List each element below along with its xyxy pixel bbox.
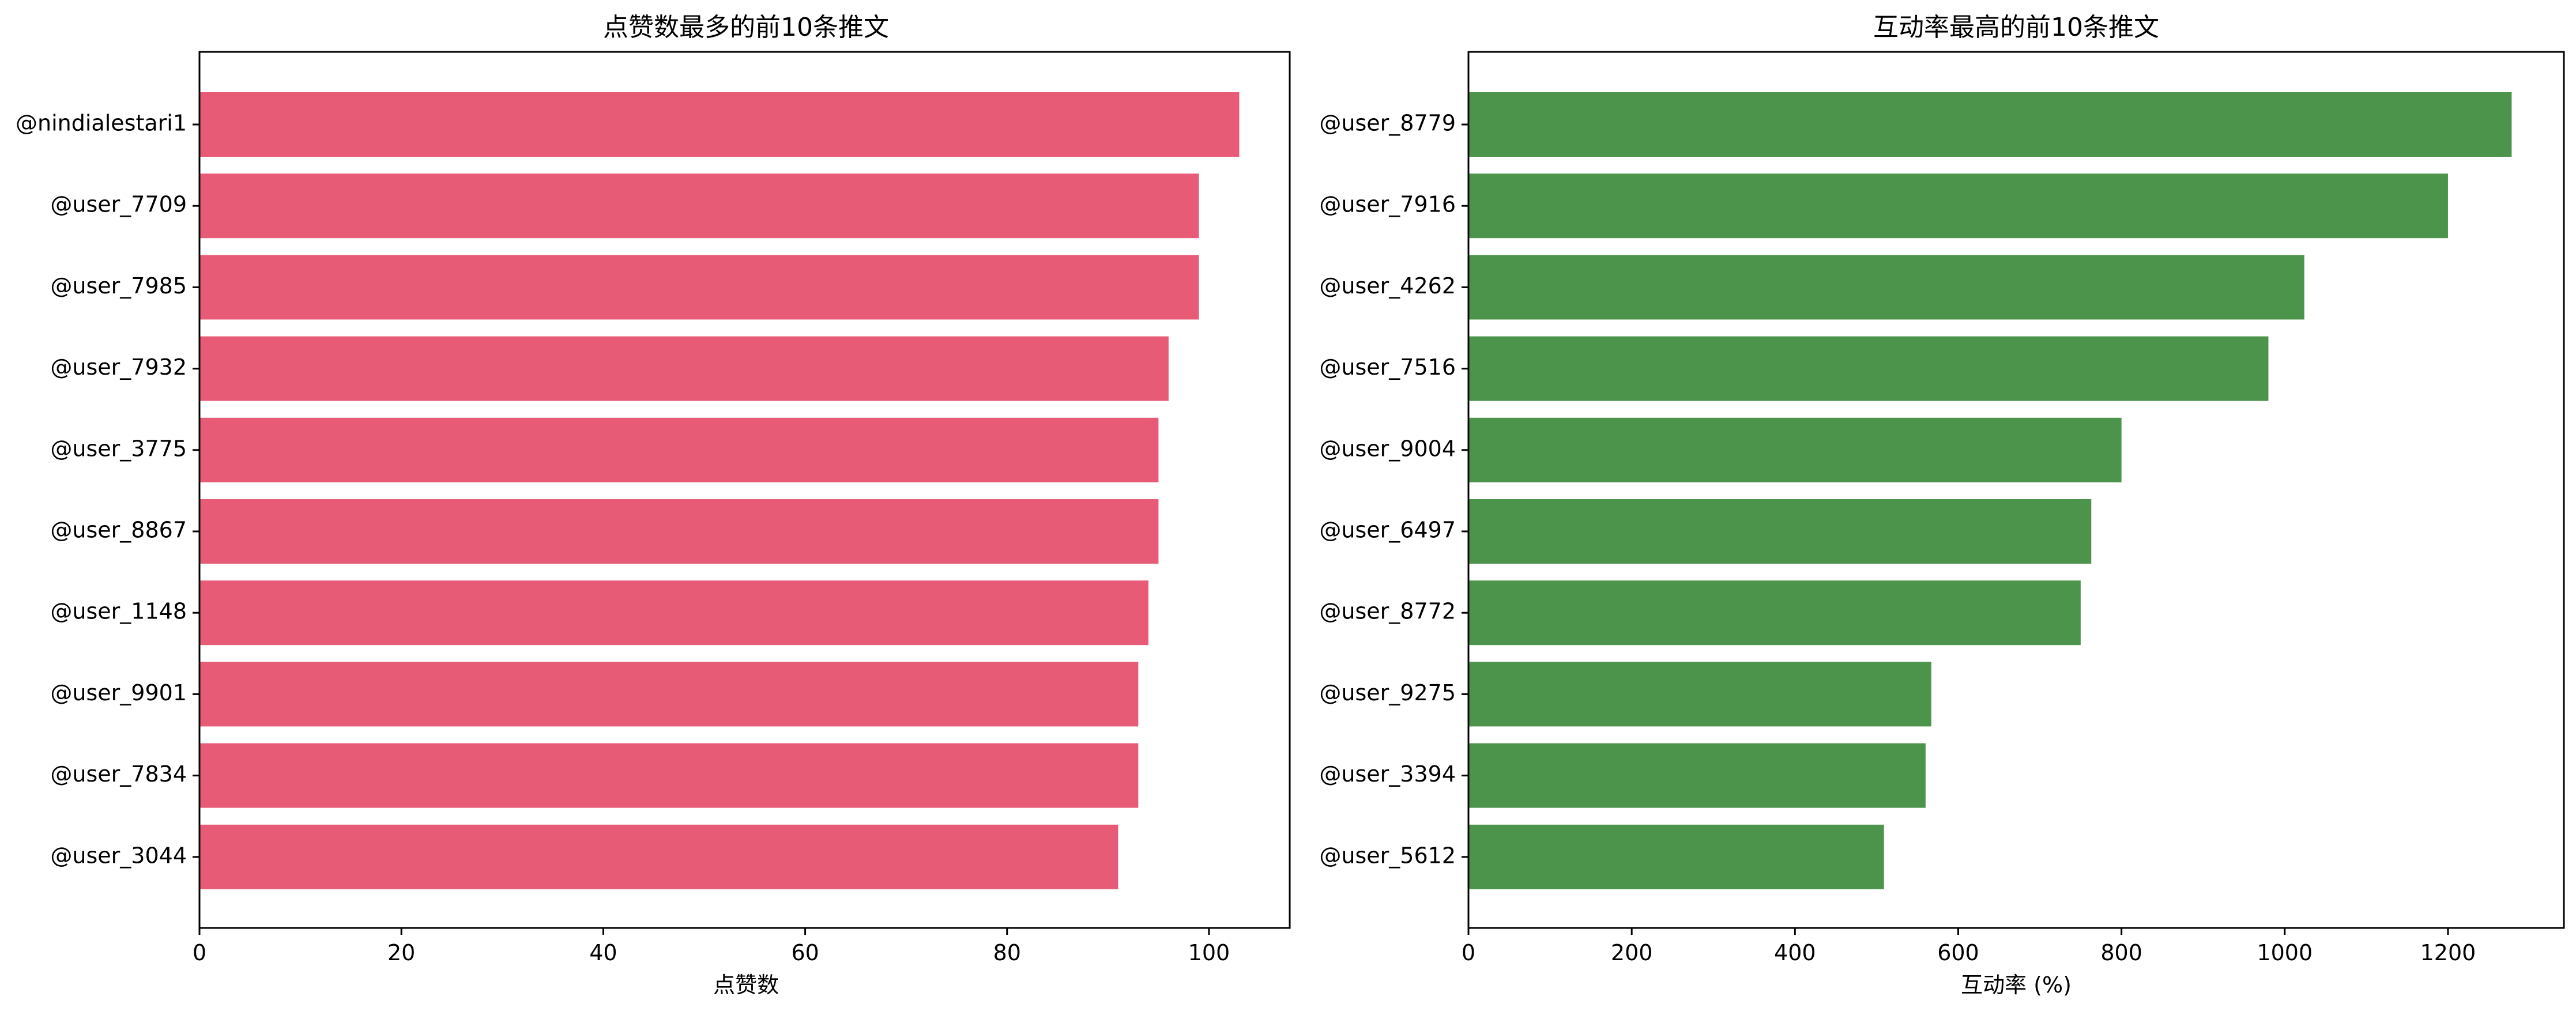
left-category-label-3: @user_7932 xyxy=(50,354,187,380)
chart-left-frame xyxy=(198,51,1291,929)
left-bar-2 xyxy=(199,255,1199,320)
right-x-tick-label-4: 800 xyxy=(2100,940,2142,965)
left-category-label-4: @user_3775 xyxy=(50,436,187,461)
right-x-tick-label-5: 1000 xyxy=(2257,940,2313,965)
right-x-tick-label-3: 600 xyxy=(1937,940,1979,965)
chart-left-x-axis-label: 点赞数 xyxy=(713,972,779,998)
right-bar-4 xyxy=(1468,417,2122,482)
left-category-label-7: @user_9901 xyxy=(50,680,187,705)
left-bar-5 xyxy=(199,499,1159,564)
right-x-tick-label-0: 0 xyxy=(1462,940,1475,965)
left-category-label-2: @user_7985 xyxy=(50,273,187,299)
right-bar-2 xyxy=(1468,255,2304,320)
right-category-label-7: @user_9275 xyxy=(1319,680,1456,705)
chart-left: 点赞数最多的前10条推文 @nindialestari1 @user_7709 @u… xyxy=(16,13,1291,998)
left-category-label-8: @user_7834 xyxy=(50,761,187,787)
right-bar-8 xyxy=(1468,743,1926,808)
left-bar-9 xyxy=(199,824,1118,889)
left-bar-8 xyxy=(199,743,1139,808)
chart-right-title: 互动率最高的前10条推文 xyxy=(1873,13,2159,42)
right-x-tick-label-2: 400 xyxy=(1774,940,1816,965)
left-bar-6 xyxy=(199,580,1148,646)
left-category-label-0: @nindialestari1 xyxy=(16,111,187,136)
right-category-label-0: @user_8779 xyxy=(1319,111,1456,136)
chart-right-category-labels: @user_8779 @user_7916 @user_4262 @user_7516… xyxy=(1319,111,1468,868)
left-x-tick-label-4: 80 xyxy=(993,940,1021,965)
left-bar-3 xyxy=(199,336,1169,401)
chart-right-x-axis-label: 互动率 (%) xyxy=(1961,972,2072,998)
chart-right: 互动率最高的前10条推文 @user_8779 @user_7916 @user_4… xyxy=(1319,13,2565,998)
left-x-tick-label-1: 20 xyxy=(387,940,415,965)
right-bar-9 xyxy=(1468,824,1884,889)
left-bar-0 xyxy=(199,92,1240,157)
left-bar-1 xyxy=(199,173,1199,239)
left-x-tick-label-0: 0 xyxy=(193,940,206,965)
right-bar-0 xyxy=(1468,92,2512,157)
right-x-tick-label-1: 200 xyxy=(1611,940,1653,965)
right-category-label-1: @user_7916 xyxy=(1319,192,1456,217)
chart-right-bars xyxy=(1468,92,2512,889)
left-category-label-1: @user_7709 xyxy=(50,192,187,217)
chart-right-frame xyxy=(1467,51,2565,929)
right-category-label-4: @user_9004 xyxy=(1319,436,1456,461)
left-x-tick-label-3: 60 xyxy=(791,940,819,965)
right-bar-3 xyxy=(1468,336,2269,401)
right-bar-6 xyxy=(1468,580,2081,646)
right-bar-1 xyxy=(1468,173,2448,239)
left-category-label-6: @user_1148 xyxy=(50,599,187,624)
chart-left-x-ticks: 0 20 40 60 80 100 xyxy=(193,928,1230,965)
right-category-label-6: @user_8772 xyxy=(1319,599,1456,624)
left-category-label-5: @user_8867 xyxy=(50,518,187,543)
chart-left-category-labels: @nindialestari1 @user_7709 @user_7985 @user… xyxy=(16,111,199,868)
left-bar-7 xyxy=(199,662,1139,727)
right-category-label-2: @user_4262 xyxy=(1319,273,1456,299)
left-x-tick-label-5: 100 xyxy=(1188,940,1230,965)
chart-left-bars xyxy=(199,92,1240,889)
right-category-label-9: @user_5612 xyxy=(1319,843,1456,868)
right-category-label-5: @user_6497 xyxy=(1319,518,1456,543)
right-category-label-3: @user_7516 xyxy=(1319,354,1456,380)
left-category-label-9: @user_3044 xyxy=(50,843,187,868)
chart-right-x-ticks: 0 200 400 600 800 1000 1200 xyxy=(1462,928,2476,965)
left-bar-4 xyxy=(199,417,1159,482)
left-x-tick-label-2: 40 xyxy=(589,940,617,965)
right-bar-5 xyxy=(1468,499,2092,564)
right-category-label-8: @user_3394 xyxy=(1319,761,1456,787)
chart-left-title: 点赞数最多的前10条推文 xyxy=(603,13,889,42)
right-bar-7 xyxy=(1468,662,1931,727)
right-x-tick-label-6: 1200 xyxy=(2420,940,2476,965)
